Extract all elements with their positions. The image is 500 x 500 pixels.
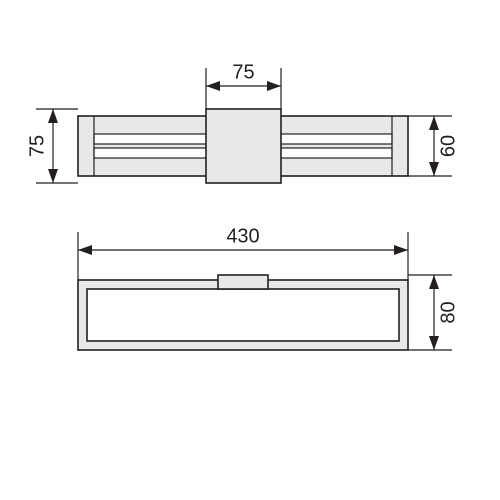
technical-drawing: 75 75 60 430 80	[0, 0, 500, 500]
front-view	[78, 275, 408, 350]
top-view	[78, 109, 408, 183]
dim-430: 430	[226, 225, 259, 247]
dim-75: 75	[232, 61, 254, 83]
dim-80: 80	[437, 301, 459, 323]
dim-75: 75	[26, 135, 48, 157]
dim-60: 60	[437, 135, 459, 157]
